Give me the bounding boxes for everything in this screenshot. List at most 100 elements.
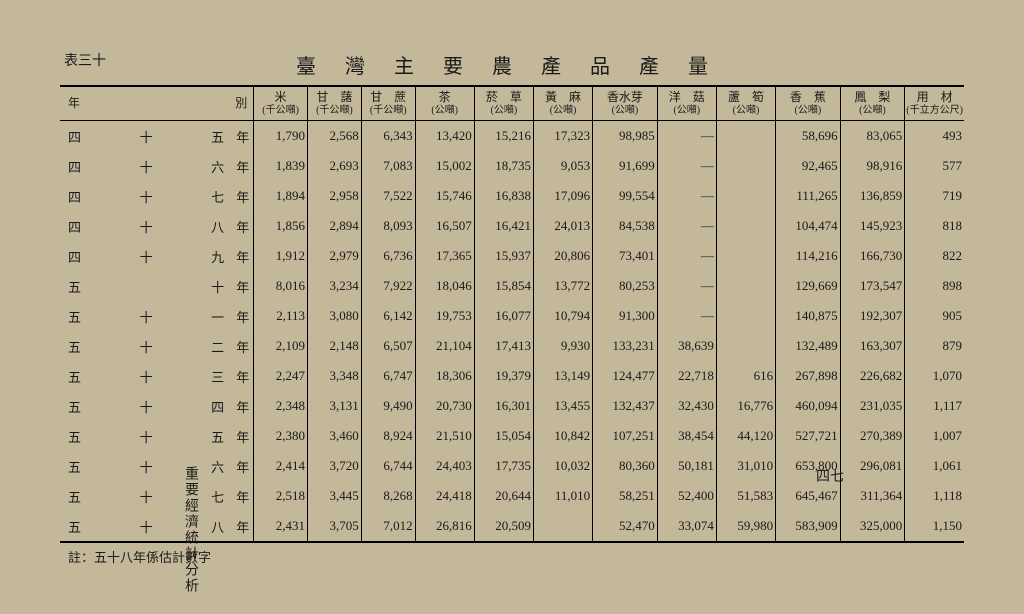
table-cell	[716, 181, 775, 211]
column-header: 年	[60, 86, 232, 121]
table-cell: 38,454	[657, 421, 716, 451]
column-header: 黃 麻(公噸)	[533, 86, 592, 121]
table-row: 四十九年1,9122,9796,73617,36515,93720,80673,…	[60, 241, 964, 271]
table-cell: 173,547	[840, 271, 905, 301]
table-cell: 2,693	[308, 151, 362, 181]
table-cell: 2,348	[254, 391, 308, 421]
table-cell: 16,077	[474, 301, 533, 331]
table-cell: 8,016	[254, 271, 308, 301]
table-cell: 136,859	[840, 181, 905, 211]
table-cell: 166,730	[840, 241, 905, 271]
table-cell	[716, 211, 775, 241]
table-cell: 905	[905, 301, 964, 331]
table-cell: 2,148	[308, 331, 362, 361]
table-row: 五十三年2,2473,3486,74718,30619,37913,149124…	[60, 361, 964, 391]
table-cell: 15,937	[474, 241, 533, 271]
table-row: 四十八年1,8562,8948,09316,50716,42124,01384,…	[60, 211, 964, 241]
table-cell: 114,216	[776, 241, 841, 271]
table-cell: 13,149	[533, 361, 592, 391]
table-cell: 20,806	[533, 241, 592, 271]
table-cell: 83,065	[840, 121, 905, 152]
table-cell: 460,094	[776, 391, 841, 421]
table-cell: 32,430	[657, 391, 716, 421]
table-row: 四十七年1,8942,9587,52215,74616,83817,09699,…	[60, 181, 964, 211]
table-cell: 1,007	[905, 421, 964, 451]
table-cell: 7,083	[361, 151, 415, 181]
table-cell: 15,216	[474, 121, 533, 152]
table-cell: 192,307	[840, 301, 905, 331]
table-row: 五十四年2,3483,1319,49020,73016,30113,455132…	[60, 391, 964, 421]
table-cell: 80,253	[593, 271, 658, 301]
table-cell: 2,568	[308, 121, 362, 152]
table-cell: 84,538	[593, 211, 658, 241]
table-cell: 18,046	[415, 271, 474, 301]
table-row: 五十年8,0163,2347,92218,04615,85413,77280,2…	[60, 271, 964, 301]
table-cell: 1,856	[254, 211, 308, 241]
table-cell: 73,401	[593, 241, 658, 271]
table-cell: 2,894	[308, 211, 362, 241]
table-cell: 15,854	[474, 271, 533, 301]
table-cell: 21,104	[415, 331, 474, 361]
table-cell: 719	[905, 181, 964, 211]
page-title: 臺 灣 主 要 農 產 品 產 量	[296, 50, 720, 79]
table-cell: 2,109	[254, 331, 308, 361]
table-cell: 2,979	[308, 241, 362, 271]
table-cell: 6,747	[361, 361, 415, 391]
table-cell: 267,898	[776, 361, 841, 391]
table-cell: 132,437	[593, 391, 658, 421]
table-cell	[716, 241, 775, 271]
table-cell: 19,379	[474, 361, 533, 391]
table-cell: 9,490	[361, 391, 415, 421]
table-cell: 9,930	[533, 331, 592, 361]
table-cell: 124,477	[593, 361, 658, 391]
table-cell: 6,343	[361, 121, 415, 152]
table-cell: 1,912	[254, 241, 308, 271]
table-cell: 24,013	[533, 211, 592, 241]
table-cell: 7,922	[361, 271, 415, 301]
table-cell: 133,231	[593, 331, 658, 361]
table-cell: 1,070	[905, 361, 964, 391]
table-cell: 1,839	[254, 151, 308, 181]
table-cell	[716, 151, 775, 181]
table-cell: 13,772	[533, 271, 592, 301]
table-cell: 17,323	[533, 121, 592, 152]
table-cell: 7,522	[361, 181, 415, 211]
table-cell: 140,875	[776, 301, 841, 331]
table-cell: 22,718	[657, 361, 716, 391]
table-cell: 2,113	[254, 301, 308, 331]
table-cell: 111,265	[776, 181, 841, 211]
table-cell: 132,489	[776, 331, 841, 361]
table-cell: 16,776	[716, 391, 775, 421]
table-cell	[716, 271, 775, 301]
table-cell: 493	[905, 121, 964, 152]
table-cell: —	[657, 181, 716, 211]
table-number: 表三十	[64, 50, 106, 79]
column-header: 香 蕉(公噸)	[776, 86, 841, 121]
table-cell: 6,142	[361, 301, 415, 331]
table-cell: 577	[905, 151, 964, 181]
table-cell: 3,460	[308, 421, 362, 451]
table-cell: —	[657, 271, 716, 301]
table-cell: 38,639	[657, 331, 716, 361]
table-cell: 527,721	[776, 421, 841, 451]
table-cell: 17,096	[533, 181, 592, 211]
table-cell: 145,923	[840, 211, 905, 241]
column-header: 香水芽(公噸)	[593, 86, 658, 121]
column-header: 菸 草(公噸)	[474, 86, 533, 121]
table-cell: 98,985	[593, 121, 658, 152]
table-cell: 16,301	[474, 391, 533, 421]
table-cell: 15,746	[415, 181, 474, 211]
column-header: 甘 蔗(千公噸)	[361, 86, 415, 121]
table-cell: —	[657, 301, 716, 331]
table-cell: 20,730	[415, 391, 474, 421]
table-cell: —	[657, 211, 716, 241]
table-cell: 898	[905, 271, 964, 301]
table-cell: 818	[905, 211, 964, 241]
table-cell: 1,894	[254, 181, 308, 211]
column-header: 鳳 梨(公噸)	[840, 86, 905, 121]
table-cell: 2,247	[254, 361, 308, 391]
table-cell: 2,380	[254, 421, 308, 451]
column-header: 米(千公噸)	[254, 86, 308, 121]
table-cell: 98,916	[840, 151, 905, 181]
table-cell: 13,455	[533, 391, 592, 421]
